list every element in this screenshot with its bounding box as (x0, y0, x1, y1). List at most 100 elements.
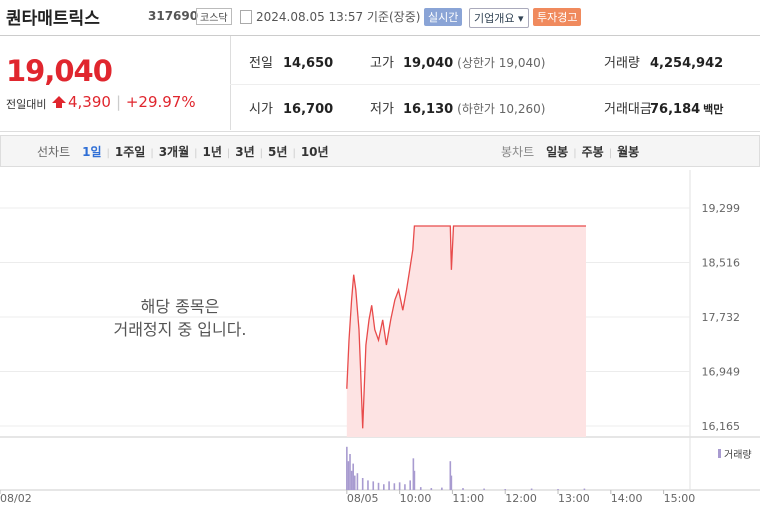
stat-unit: 백만 (703, 103, 724, 116)
period-button[interactable]: 3개월 (158, 145, 190, 159)
chart: 19,299 18,516 17,732 16,949 16,165 08/02 08/05… (0, 170, 760, 505)
y-tick-label: 18,516 (702, 256, 741, 269)
candle-button[interactable]: 일봉 (546, 145, 569, 159)
separator: | (573, 148, 577, 159)
period-button[interactable]: 3년 (235, 145, 255, 159)
separator: | (259, 148, 264, 159)
volume-bar (483, 488, 485, 490)
rate: | +29.97% (116, 93, 196, 111)
stat-label: 저가 (370, 102, 394, 117)
change-label: 전일대비 (6, 98, 47, 111)
separator: | (608, 148, 613, 159)
legend-swatch (718, 449, 721, 458)
price: 19,040 (6, 54, 113, 88)
up-arrow (52, 96, 66, 108)
stat-value: 76,184 백만 (650, 98, 723, 117)
stat-value: 16,130 (하한가 10,260) (403, 98, 545, 117)
chart-toolbar: 선차트 1일 | 1주일 | 3개월 | 1년 | 3년 | 5년 | 10년 봉차트 일봉 | 주봉 | 월봉 (0, 135, 760, 167)
x-tick-label: 08/05 (347, 492, 379, 505)
stat-note: (하한가 10,260) (457, 102, 546, 116)
summary-box (0, 35, 760, 132)
y-tick-label: 16,949 (702, 365, 741, 378)
company-button[interactable]: 기업개요 ▾ (469, 8, 529, 28)
y-tick-label: 16,165 (702, 420, 741, 433)
period-button[interactable]: 10년 (300, 145, 329, 159)
volume-bar (419, 487, 422, 490)
x-tick-label: 15:00 (664, 492, 696, 505)
volume-bar (353, 475, 356, 490)
notice: 거래정지 중 입니다. (113, 320, 246, 339)
stat-value: 4,254,942 (650, 52, 723, 71)
volume-bar (504, 489, 507, 490)
volume-bar (462, 488, 464, 490)
x-tick-label: 10:00 (400, 492, 432, 505)
volume-bar (352, 463, 354, 490)
company-text: 기업개요 (474, 12, 515, 25)
clock-icon (240, 10, 252, 24)
volume-bar (349, 454, 351, 490)
period-group: 선차트 1일 | 1주일 | 3개월 | 1년 | 3년 | 5년 | 10년 (37, 143, 329, 160)
separator: | (292, 148, 296, 159)
price-line (346, 225, 586, 429)
stat-number: 16,700 (283, 102, 334, 117)
legend-label: 거래량 (724, 449, 752, 461)
rate-text: +29.97% (125, 93, 196, 111)
volume-bar (361, 478, 364, 490)
x-tick-label: 14:00 (611, 492, 643, 505)
stat-value: 14,650 (283, 52, 333, 71)
stat-label: 거래량 (604, 56, 640, 71)
divider (230, 36, 231, 130)
volume-bar (413, 470, 416, 490)
volume-bar (530, 488, 533, 490)
x-tick-label: 08/02 (0, 492, 32, 505)
volume-bar (398, 482, 401, 490)
market-badge: 코스닥 (196, 8, 232, 25)
realtime-button[interactable]: 실시간 (424, 8, 463, 26)
volume-bar (356, 473, 359, 490)
stat-label: 전일 (249, 56, 273, 71)
stat-number: 14,650 (283, 56, 334, 71)
period-button[interactable]: 1일 (82, 145, 102, 159)
stat-value: 16,700 (283, 98, 333, 117)
candle-button[interactable]: 월봉 (617, 145, 640, 159)
stat-label: 시가 (249, 102, 273, 117)
stat-number: 16,130 (403, 102, 454, 117)
x-tick-label: 12:00 (505, 492, 537, 505)
timestamp: 2024.08.05 13:57 기준(장중) (256, 10, 421, 24)
volume-bar (430, 488, 433, 490)
stock-code: 317690 (148, 9, 199, 23)
volume-bar (409, 480, 411, 490)
stat-number: 4,254,942 (650, 56, 724, 71)
period-button[interactable]: 1주일 (114, 145, 146, 159)
warning-badge: 투자경고 (533, 8, 582, 26)
separator: | (106, 148, 110, 159)
stat-label: 고가 (370, 56, 394, 71)
candle-chart-label: 봉차트 (501, 145, 535, 159)
volume-bar (412, 458, 415, 490)
separator: | (194, 148, 198, 159)
volume-bar (404, 484, 406, 490)
x-tick-label: 11:00 (452, 492, 484, 505)
stock-name: 퀀타매트릭스 (6, 9, 100, 29)
change: 4,390 (68, 93, 111, 111)
notice: 해당 종목은 (141, 297, 220, 316)
volume-bar (372, 481, 375, 490)
volume-bar (367, 480, 369, 490)
separator: | (150, 148, 154, 159)
stat-number: 19,040 (403, 56, 454, 71)
volume-bar (383, 484, 385, 490)
volume-bar (441, 487, 443, 490)
candle-button[interactable]: 주봉 (581, 145, 604, 159)
volume-bar (377, 482, 380, 490)
volume-bar (346, 446, 348, 490)
candle-group: 봉차트 일봉 | 주봉 | 월봉 (501, 143, 639, 160)
y-tick-label: 17,732 (702, 311, 741, 324)
volume-bar (583, 488, 586, 490)
period-button[interactable]: 5년 (268, 145, 288, 159)
line-chart-label: 선차트 (37, 145, 71, 159)
x-tick-label: 13:00 (558, 492, 590, 505)
volume-bar (557, 489, 559, 490)
divider (230, 84, 760, 85)
period-button[interactable]: 1년 (202, 145, 222, 159)
